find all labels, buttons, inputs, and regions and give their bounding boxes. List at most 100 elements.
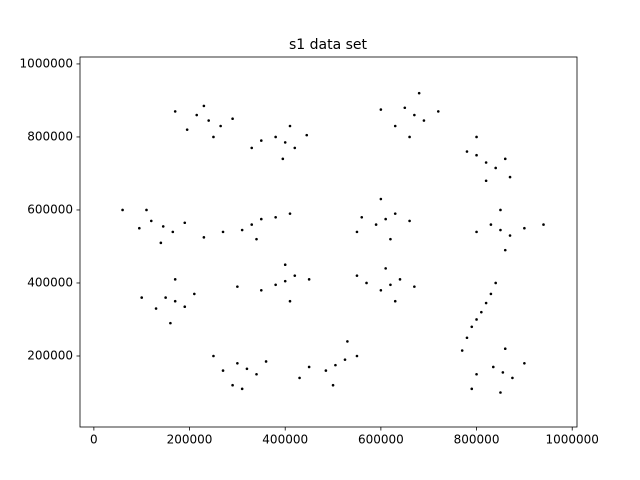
point	[494, 166, 497, 170]
point	[281, 157, 285, 161]
point	[384, 217, 387, 221]
point	[121, 208, 124, 212]
y-tick-label: 200000	[27, 348, 73, 362]
point	[475, 135, 478, 139]
point	[288, 124, 292, 128]
point	[465, 150, 469, 153]
point	[393, 212, 397, 215]
point	[503, 347, 507, 350]
point	[465, 336, 469, 340]
point	[484, 301, 488, 305]
point	[145, 208, 148, 212]
point	[255, 237, 258, 241]
point	[195, 113, 199, 117]
point	[494, 281, 497, 285]
point	[384, 267, 387, 270]
point	[542, 223, 545, 226]
point	[193, 292, 196, 296]
point	[183, 305, 187, 309]
point	[334, 363, 337, 367]
point	[231, 383, 234, 387]
point	[346, 340, 349, 343]
point	[398, 278, 402, 281]
x-tick-label: 800000	[454, 433, 500, 447]
point	[491, 365, 495, 369]
point	[140, 296, 144, 299]
point	[274, 283, 277, 287]
point	[169, 321, 172, 325]
point	[288, 212, 292, 215]
point	[379, 197, 383, 201]
point	[259, 139, 263, 142]
point	[245, 367, 249, 371]
point	[489, 292, 493, 296]
point	[274, 215, 277, 219]
point	[250, 146, 254, 150]
point	[185, 128, 189, 131]
x-tick-label: 0	[90, 433, 98, 447]
x-tick-label: 600000	[358, 433, 404, 447]
point	[417, 91, 421, 95]
point	[183, 221, 187, 225]
point	[221, 369, 225, 372]
point	[475, 153, 478, 157]
point	[413, 113, 416, 117]
point	[324, 369, 328, 372]
point	[259, 217, 263, 221]
point	[422, 119, 426, 122]
point	[283, 141, 287, 144]
point	[305, 133, 309, 137]
point	[259, 288, 263, 292]
point	[475, 318, 478, 321]
point	[164, 296, 167, 299]
point	[523, 361, 526, 365]
point	[475, 230, 478, 234]
point	[250, 223, 254, 226]
point	[508, 234, 512, 237]
x-tick-label: 200000	[167, 433, 213, 447]
point	[365, 281, 368, 285]
point	[293, 146, 297, 150]
point	[503, 157, 507, 161]
point	[293, 274, 297, 277]
point	[355, 230, 359, 234]
chart-title: s1 data set	[289, 37, 368, 53]
point	[202, 236, 206, 239]
point	[501, 371, 505, 374]
point	[307, 278, 311, 281]
point	[523, 226, 526, 230]
point	[159, 241, 163, 245]
point	[489, 223, 493, 226]
point	[499, 391, 502, 394]
point	[283, 279, 287, 283]
point	[360, 215, 364, 219]
point	[508, 175, 512, 179]
point	[511, 376, 514, 380]
point	[154, 307, 158, 310]
point	[173, 110, 177, 113]
point	[221, 230, 225, 234]
point	[202, 104, 206, 108]
point	[484, 161, 488, 164]
point	[393, 299, 397, 303]
point	[470, 387, 474, 391]
plot-frame	[79, 56, 578, 428]
point	[331, 383, 335, 387]
point	[274, 135, 277, 139]
point	[413, 285, 416, 288]
point	[499, 208, 502, 212]
point	[264, 360, 268, 363]
point	[212, 354, 215, 358]
point	[393, 124, 397, 128]
point	[161, 225, 165, 228]
point	[343, 358, 347, 361]
point	[255, 372, 258, 376]
point	[499, 228, 502, 232]
point	[389, 237, 392, 241]
point	[379, 108, 383, 111]
point	[212, 135, 215, 139]
point	[236, 361, 239, 365]
point	[207, 119, 210, 122]
